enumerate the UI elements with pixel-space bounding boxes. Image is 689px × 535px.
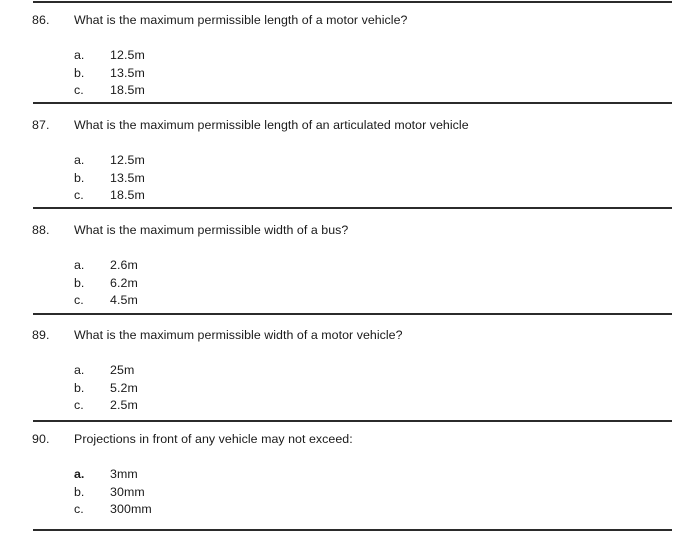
question-block-88: 88. What is the maximum permissible widt… (0, 222, 689, 307)
option-row[interactable]: a. 12.5m (0, 153, 689, 171)
option-letter: c. (74, 398, 84, 412)
question-heading: 86. What is the maximum permissible leng… (0, 12, 689, 32)
option-letter: b. (74, 484, 85, 499)
question-text: What is the maximum permissible length o… (74, 118, 469, 132)
option-list: a. 3mm b. 30mm c. 300mm (0, 467, 689, 520)
question-number: 87. (32, 118, 50, 132)
option-text: 6.2m (110, 275, 138, 290)
question-heading: 90. Projections in front of any vehicle … (0, 431, 689, 451)
option-list: a. 25m b. 5.2m c. 2.5m (0, 363, 689, 416)
divider-rule (33, 420, 672, 422)
option-letter: b. (74, 275, 85, 290)
option-row[interactable]: b. 13.5m (0, 66, 689, 84)
question-block-90: 90. Projections in front of any vehicle … (0, 431, 689, 516)
option-text: 3mm (110, 467, 138, 481)
question-number: 88. (32, 223, 50, 237)
option-text: 300mm (110, 502, 152, 516)
option-letter: b. (74, 65, 85, 80)
option-letter: a. (74, 153, 85, 167)
option-text: 2.6m (110, 258, 138, 272)
divider-rule-bottom (33, 529, 672, 531)
option-text: 30mm (110, 484, 145, 499)
option-row[interactable]: c. 300mm (0, 502, 689, 520)
option-text: 13.5m (110, 65, 145, 80)
option-letter: a. (74, 363, 85, 377)
option-text: 18.5m (110, 83, 145, 97)
question-block-86: 86. What is the maximum permissible leng… (0, 12, 689, 97)
option-row[interactable]: b. 13.5m (0, 171, 689, 189)
divider-rule (33, 207, 672, 209)
option-text: 5.2m (110, 380, 138, 395)
question-heading: 88. What is the maximum permissible widt… (0, 222, 689, 242)
option-text: 12.5m (110, 48, 145, 62)
option-row[interactable]: c. 18.5m (0, 188, 689, 206)
option-row[interactable]: b. 5.2m (0, 381, 689, 399)
option-row[interactable]: b. 6.2m (0, 276, 689, 294)
option-letter: b. (74, 170, 85, 185)
question-heading: 87. What is the maximum permissible leng… (0, 117, 689, 137)
divider-rule (33, 313, 672, 315)
option-row[interactable]: c. 4.5m (0, 293, 689, 311)
question-text: Projections in front of any vehicle may … (74, 432, 353, 446)
question-text: What is the maximum permissible width of… (74, 223, 349, 237)
option-letter: b. (74, 380, 85, 395)
question-block-87: 87. What is the maximum permissible leng… (0, 117, 689, 202)
option-row[interactable]: c. 2.5m (0, 398, 689, 416)
question-block-89: 89. What is the maximum permissible widt… (0, 327, 689, 412)
divider-rule-top (33, 1, 672, 3)
option-row[interactable]: b. 30mm (0, 485, 689, 503)
option-text: 18.5m (110, 188, 145, 202)
divider-rule (33, 102, 672, 104)
option-row[interactable]: a. 25m (0, 363, 689, 381)
question-text: What is the maximum permissible width of… (74, 328, 403, 342)
option-letter: c. (74, 83, 84, 97)
option-letter: a. (74, 258, 85, 272)
question-number: 89. (32, 328, 50, 342)
option-letter: c. (74, 293, 84, 307)
option-letter: a. (74, 48, 85, 62)
option-list: a. 2.6m b. 6.2m c. 4.5m (0, 258, 689, 311)
question-heading: 89. What is the maximum permissible widt… (0, 327, 689, 347)
option-text: 13.5m (110, 170, 145, 185)
option-row[interactable]: a. 2.6m (0, 258, 689, 276)
option-text: 25m (110, 363, 135, 377)
option-list: a. 12.5m b. 13.5m c. 18.5m (0, 48, 689, 101)
option-row[interactable]: a. 3mm (0, 467, 689, 485)
option-list: a. 12.5m b. 13.5m c. 18.5m (0, 153, 689, 206)
option-letter: c. (74, 188, 84, 202)
option-row[interactable]: a. 12.5m (0, 48, 689, 66)
option-row[interactable]: c. 18.5m (0, 83, 689, 101)
question-text: What is the maximum permissible length o… (74, 13, 408, 27)
option-text: 2.5m (110, 398, 138, 412)
option-text: 12.5m (110, 153, 145, 167)
option-letter: a. (74, 467, 85, 481)
option-text: 4.5m (110, 293, 138, 307)
question-number: 86. (32, 13, 50, 27)
option-letter: c. (74, 502, 84, 516)
question-number: 90. (32, 432, 50, 446)
